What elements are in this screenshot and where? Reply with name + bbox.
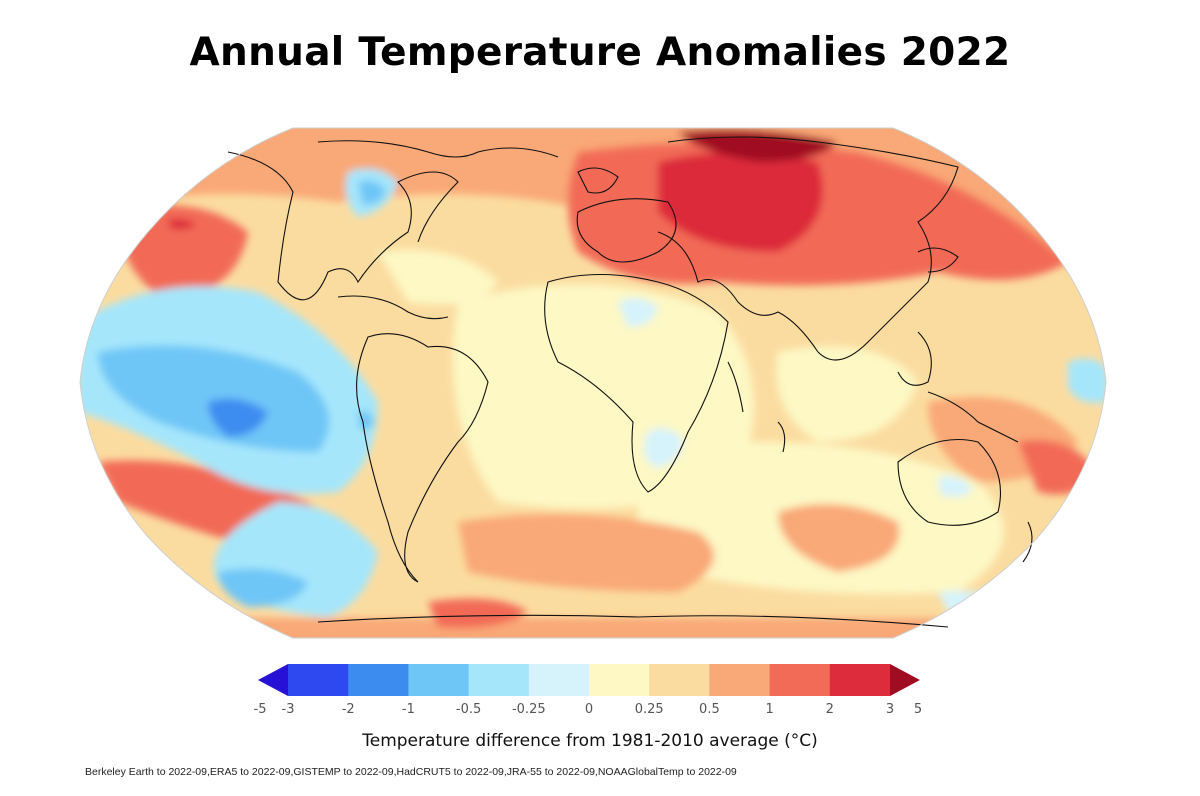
colorbar-tick-label: 2 xyxy=(825,702,834,717)
colorbar-tick-label: 0.25 xyxy=(634,702,664,717)
colorbar-bin xyxy=(709,664,771,696)
colorbar-tick-label: 3 xyxy=(885,702,895,717)
colorbar-bin xyxy=(589,664,650,696)
colorbar-bin xyxy=(288,664,349,696)
colorbar-tick-label: 0.5 xyxy=(699,702,720,717)
colorbar-extend-low xyxy=(258,664,288,696)
colorbar-tick-label: -2 xyxy=(341,702,355,717)
colorbar-bin xyxy=(829,664,891,696)
data-sources: Berkeley Earth to 2022-09,ERA5 to 2022-0… xyxy=(85,766,737,778)
colorbar-bin xyxy=(348,664,409,696)
colorbar-label: Temperature difference from 1981-2010 av… xyxy=(362,731,818,751)
anomaly-map xyxy=(78,122,1108,644)
colorbar-bin xyxy=(649,664,710,696)
colorbar-tick-label: 0 xyxy=(584,702,594,717)
colorbar-tick-label: -1 xyxy=(401,702,415,717)
colorbar-tick-label: -0.25 xyxy=(511,702,546,717)
colorbar-extend-high xyxy=(890,664,920,696)
colorbar-bin xyxy=(528,664,590,696)
colorbar-tick-label: -3 xyxy=(281,702,295,717)
anomaly-field xyxy=(80,128,1106,638)
coastlines xyxy=(227,136,1033,628)
colorbar-bin xyxy=(408,664,470,696)
colorbar-bin xyxy=(468,664,530,696)
chart-title: Annual Temperature Anomalies 2022 xyxy=(189,30,1011,75)
colorbar-bin xyxy=(769,664,831,696)
colorbar-tick-label: -0.5 xyxy=(455,702,482,717)
map-border xyxy=(79,127,1107,639)
colorbar-tick-label: 1 xyxy=(765,702,774,717)
colorbar-tick-label: -5 xyxy=(253,702,267,717)
colorbar-tick-label: 5 xyxy=(913,702,923,717)
colorbar xyxy=(258,664,920,696)
